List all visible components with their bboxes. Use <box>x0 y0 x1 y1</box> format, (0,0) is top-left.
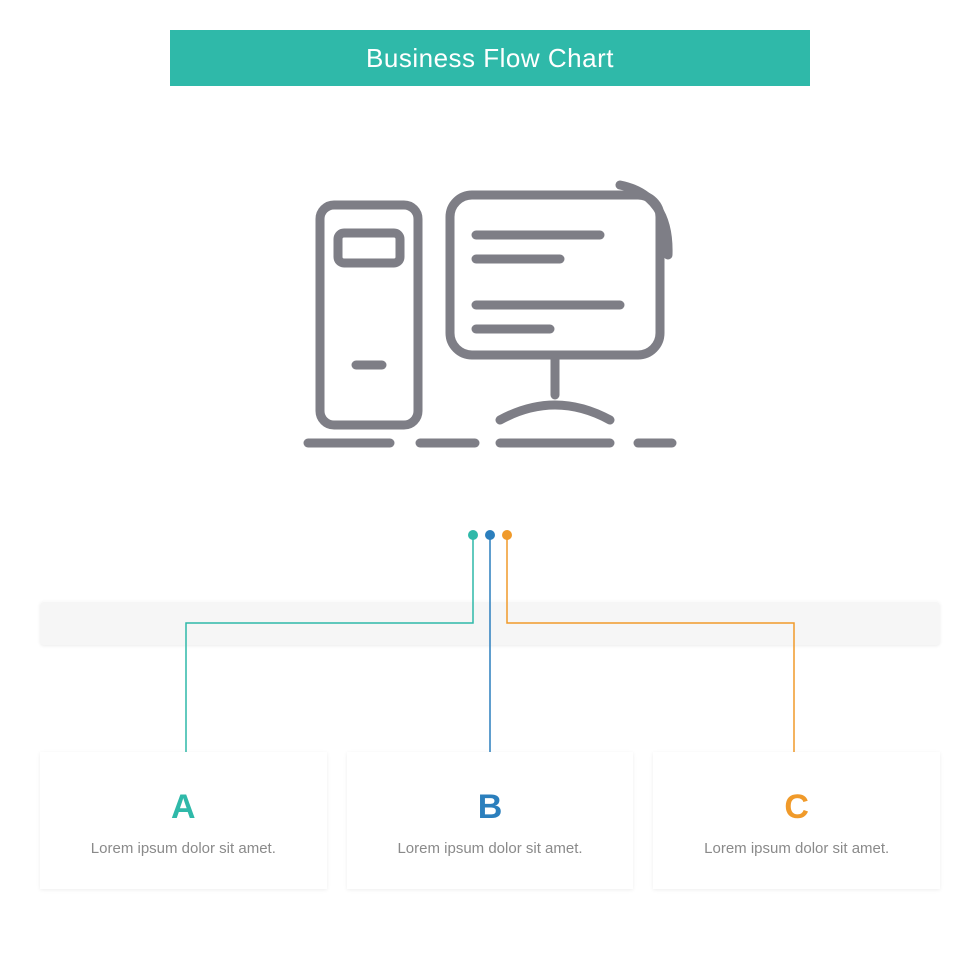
card-letter-b: B <box>367 788 614 827</box>
connector-dot-c <box>502 530 512 540</box>
card-letter-c: C <box>673 788 920 827</box>
card-text-a: Lorem ipsum dolor sit amet. <box>60 839 307 859</box>
header-title: Business Flow Chart <box>366 43 614 74</box>
computer-icon-area <box>0 155 980 475</box>
cards-row: A Lorem ipsum dolor sit amet. B Lorem ip… <box>40 752 940 889</box>
card-letter-a: A <box>60 788 307 827</box>
header-band: Business Flow Chart <box>170 30 810 86</box>
card-c: C Lorem ipsum dolor sit amet. <box>653 752 940 889</box>
computer-icon <box>300 165 680 465</box>
card-text-b: Lorem ipsum dolor sit amet. <box>367 839 614 859</box>
card-a: A Lorem ipsum dolor sit amet. <box>40 752 327 889</box>
connector-dot-a <box>468 530 478 540</box>
connector-dot-b <box>485 530 495 540</box>
card-b: B Lorem ipsum dolor sit amet. <box>347 752 634 889</box>
connector-bar <box>40 601 940 645</box>
card-text-c: Lorem ipsum dolor sit amet. <box>673 839 920 859</box>
